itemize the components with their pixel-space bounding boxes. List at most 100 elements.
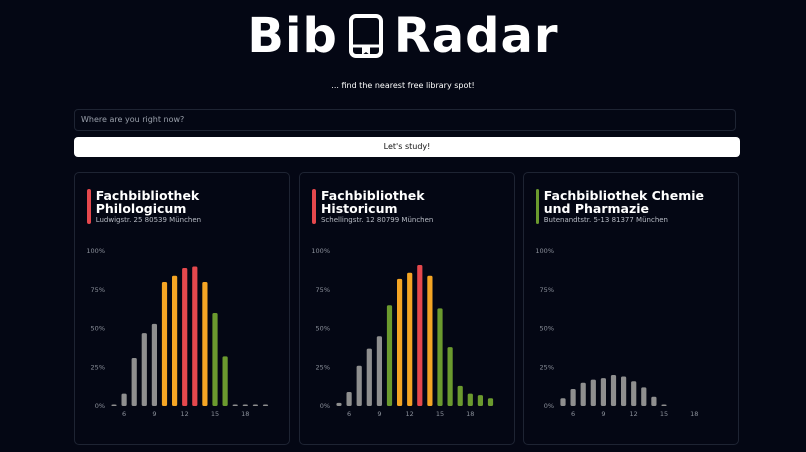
x-tick-label: 15 [660, 410, 668, 418]
accent-bar [87, 189, 91, 224]
occupancy-chart: 0% 25% 50% 75% 100% 6 9 12 15 18 [86, 247, 269, 418]
card-text: Fachbibliothek Philologicum Ludwigstr. 25… [96, 189, 279, 224]
bar [111, 404, 117, 406]
bar [356, 365, 362, 406]
bar [560, 398, 566, 406]
card-title: Fachbibliothek Historicum [320, 188, 425, 216]
bar [182, 268, 188, 406]
logo: Bib Radar [0, 8, 806, 64]
bar [580, 382, 586, 406]
occupancy-chart: 0% 25% 50% 75% 100% 6 9 12 15 18 [535, 247, 698, 418]
bar [232, 404, 238, 406]
card-header: Fachbibliothek Chemie und Pharmazie Buten… [536, 189, 728, 224]
bar [131, 357, 137, 406]
x-tick-label: 15 [211, 410, 219, 418]
bar [661, 404, 667, 406]
logo-right: Radar [393, 8, 559, 64]
y-tick-label: 0% [320, 402, 330, 410]
y-tick-label: 0% [544, 402, 554, 410]
x-tick-label: 18 [690, 410, 698, 418]
x-tick-label: 6 [571, 410, 575, 418]
bar [192, 266, 198, 406]
y-tick-label: 0% [95, 402, 105, 410]
bar [222, 356, 228, 406]
bar [366, 348, 372, 406]
bar [172, 275, 178, 406]
bar [487, 398, 494, 406]
card-text: Fachbibliothek Historicum Schellingstr. 1… [321, 189, 504, 224]
bar [570, 388, 576, 406]
logo-left: Bib [247, 8, 338, 64]
card-title: Fachbibliothek Chemie und Pharmazie [543, 188, 704, 216]
y-tick-label: 25% [540, 363, 554, 371]
bar [262, 404, 269, 406]
bar [437, 308, 443, 406]
x-tick-label: 18 [241, 410, 249, 418]
bar [621, 376, 627, 406]
bar [457, 385, 463, 406]
subtitle: ... find the nearest free library spot! [331, 81, 475, 90]
y-tick-label: 25% [91, 363, 105, 371]
bar [600, 378, 606, 406]
y-tick-label: 100% [311, 247, 330, 255]
bar [467, 393, 473, 406]
x-tick-label: 15 [436, 410, 444, 418]
x-tick-label: 12 [406, 410, 414, 418]
y-tick-label: 100% [535, 247, 554, 255]
bar [386, 305, 393, 406]
card-header: Fachbibliothek Historicum Schellingstr. 1… [312, 189, 504, 224]
card-address: Ludwigstr. 25 80539 München [95, 216, 202, 224]
y-tick-label: 75% [540, 286, 554, 294]
card-address: Butenandtstr. 5-13 81377 München [543, 216, 668, 224]
bar [417, 264, 423, 406]
x-tick-label: 12 [630, 410, 638, 418]
card-text: Fachbibliothek Chemie und Pharmazie Buten… [544, 189, 728, 224]
bar [161, 282, 168, 406]
card-address: Schellingstr. 12 80799 München [320, 216, 434, 224]
bar [252, 404, 258, 406]
bar [346, 392, 352, 406]
location-input[interactable]: Where are you right now? [74, 109, 736, 131]
bar [447, 347, 453, 406]
y-tick-label: 50% [540, 325, 554, 333]
study-button[interactable]: Let's study! [74, 137, 740, 157]
library-card: Fachbibliothek Historicum Schellingstr. 1… [299, 172, 515, 445]
y-tick-label: 25% [316, 363, 330, 371]
bar [427, 275, 433, 406]
bar [202, 282, 208, 406]
bar [651, 396, 657, 406]
occupancy-chart: 0% 25% 50% 75% 100% 6 9 12 15 18 [311, 247, 494, 418]
x-tick-label: 9 [152, 410, 156, 418]
bar [610, 375, 617, 406]
bar [477, 395, 483, 406]
library-card: Fachbibliothek Chemie und Pharmazie Buten… [523, 172, 739, 445]
y-tick-label: 75% [91, 286, 105, 294]
card-title: Fachbibliothek Philologicum [95, 188, 200, 216]
x-tick-label: 18 [466, 410, 474, 418]
y-tick-label: 100% [86, 247, 105, 255]
bar [121, 393, 127, 406]
bar [407, 272, 413, 406]
y-tick-label: 50% [316, 325, 330, 333]
bar [242, 404, 248, 406]
bar [397, 278, 403, 406]
accent-bar [536, 189, 539, 224]
x-tick-label: 12 [181, 410, 189, 418]
bar [151, 323, 157, 406]
x-tick-label: 9 [377, 410, 381, 418]
card-header: Fachbibliothek Philologicum Ludwigstr. 25… [87, 189, 279, 224]
bar [641, 387, 647, 406]
bar [336, 402, 342, 406]
bar [141, 333, 147, 406]
bar [212, 313, 218, 406]
accent-bar [312, 189, 316, 224]
x-tick-label: 9 [601, 410, 605, 418]
x-tick-label: 6 [122, 410, 126, 418]
library-card: Fachbibliothek Philologicum Ludwigstr. 25… [74, 172, 290, 445]
y-tick-label: 75% [316, 286, 330, 294]
bar [631, 381, 637, 406]
bar [590, 379, 596, 406]
x-tick-label: 6 [347, 410, 351, 418]
logo-icon [348, 14, 383, 58]
